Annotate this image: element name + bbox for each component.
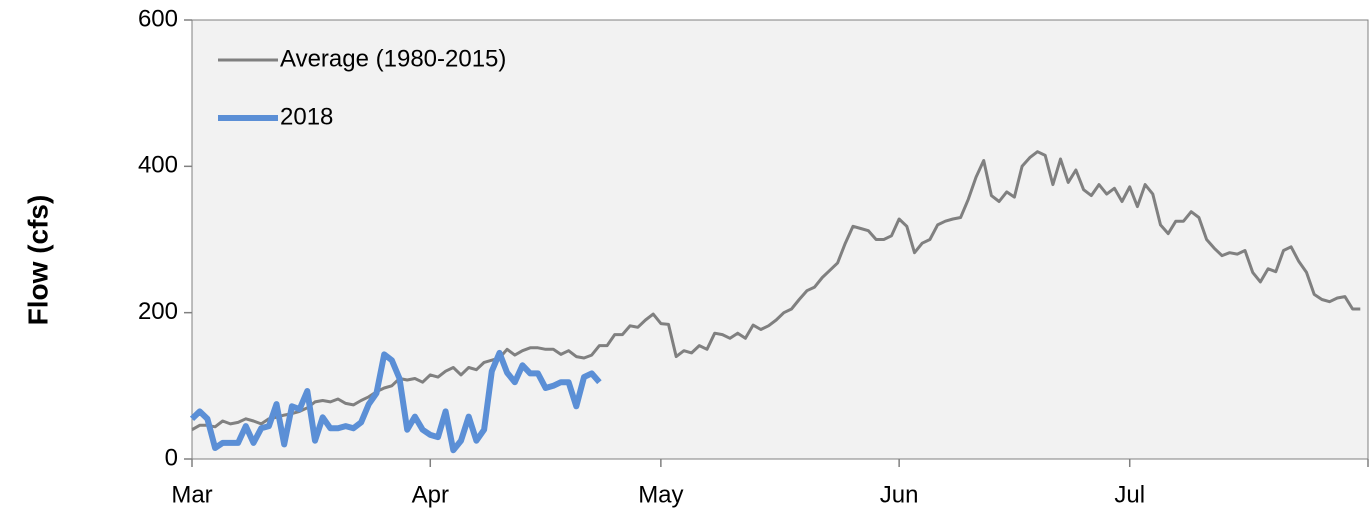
y-tick-label: 400 [138, 152, 178, 179]
x-tick-label: May [638, 481, 683, 508]
series-line [189, 349, 602, 454]
y-tick-label: 600 [138, 5, 178, 32]
x-tick-label: Jul [1114, 481, 1145, 508]
y-axis-label: Flow (cfs) [22, 195, 53, 326]
series-line [191, 150, 1361, 432]
y-tick-label: 0 [165, 444, 178, 471]
x-tick-label: Apr [412, 481, 449, 508]
x-tick-label: Mar [171, 481, 212, 508]
plot-area [191, 19, 1369, 460]
legend-label: Average (1980-2015) [280, 45, 506, 72]
y-tick-label: 200 [138, 298, 178, 325]
legend-label: 2018 [280, 103, 333, 130]
x-tick-label: Jun [880, 481, 919, 508]
